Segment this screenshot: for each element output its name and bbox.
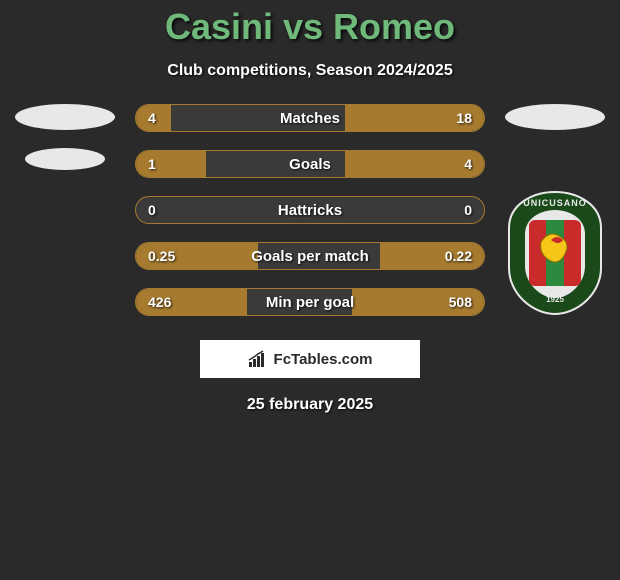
footer-date: 25 february 2025 xyxy=(0,396,620,414)
team-badge-right: UNICUSANO 1925 xyxy=(503,188,607,318)
stat-label: Goals xyxy=(136,151,484,177)
badge-year: 1925 xyxy=(505,295,605,304)
right-side-col: UNICUSANO 1925 xyxy=(495,104,615,318)
page-title: Casini vs Romeo xyxy=(0,0,620,48)
brand-text: FcTables.com xyxy=(274,351,373,368)
stats-bars: 418Matches 14Goals 00Hattricks 0.250.22Goal… xyxy=(135,104,485,316)
stat-bar-matches: 418Matches xyxy=(135,104,485,132)
player-right-placeholder xyxy=(505,104,605,130)
chart-icon xyxy=(248,350,270,368)
player-left-placeholder-2 xyxy=(25,148,105,170)
stat-bar-goals: 14Goals xyxy=(135,150,485,178)
stat-bar-hattricks: 00Hattricks xyxy=(135,196,485,224)
stat-label: Min per goal xyxy=(136,289,484,315)
subtitle: Club competitions, Season 2024/2025 xyxy=(0,62,620,80)
left-side-col xyxy=(5,104,125,170)
stat-bar-goals-per-match: 0.250.22Goals per match xyxy=(135,242,485,270)
stat-label: Hattricks xyxy=(136,197,484,223)
badge-text-top: UNICUSANO xyxy=(505,198,605,208)
player-left-placeholder-1 xyxy=(15,104,115,130)
stat-bar-min-per-goal: 426508Min per goal xyxy=(135,288,485,316)
stat-label: Goals per match xyxy=(136,243,484,269)
stat-label: Matches xyxy=(136,105,484,131)
brand-box[interactable]: FcTables.com xyxy=(200,340,420,378)
comparison-row: 418Matches 14Goals 00Hattricks 0.250.22Goal… xyxy=(0,104,620,318)
